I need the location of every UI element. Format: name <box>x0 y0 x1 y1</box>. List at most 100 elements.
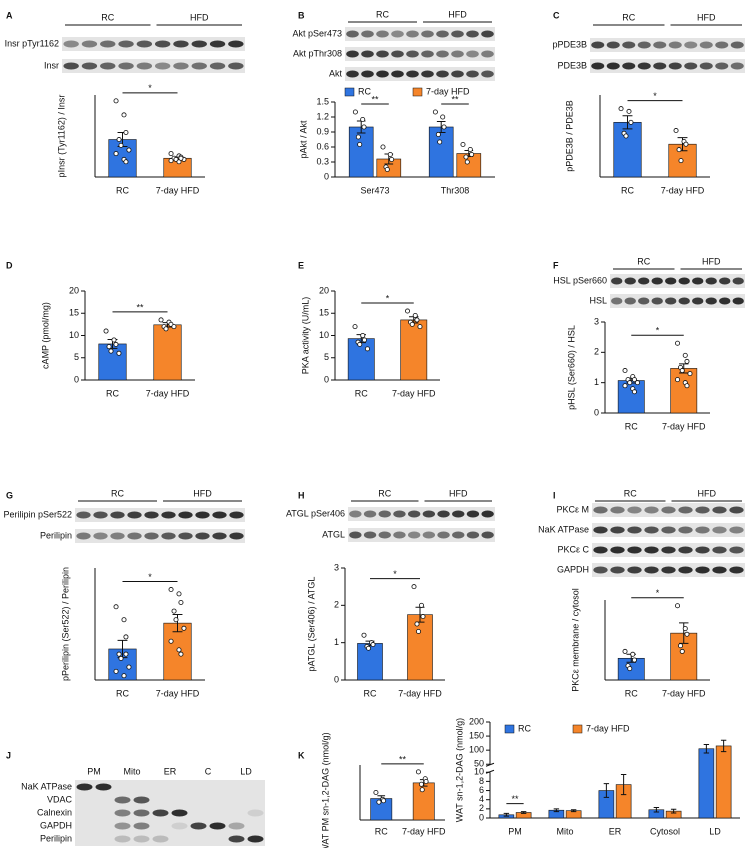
bar <box>670 368 698 414</box>
error-bar <box>503 812 510 817</box>
x-tick-label: RC <box>364 688 377 698</box>
blot-band <box>406 30 419 38</box>
blot-band <box>705 277 717 285</box>
data-point <box>418 781 424 787</box>
legend-swatch <box>344 87 355 97</box>
panel-letter: I <box>553 490 556 500</box>
x-tick-label: RC <box>106 388 119 398</box>
blot-row-label: PKCε M <box>556 504 589 514</box>
error-bar <box>653 806 660 813</box>
y-axis-label: pAkt / Akt <box>298 120 308 159</box>
blot-band <box>173 62 189 70</box>
significance-label: * <box>386 293 390 303</box>
blot-band <box>678 506 693 514</box>
error-bar <box>670 808 677 814</box>
blot-band <box>171 822 188 830</box>
blot-band <box>637 62 651 70</box>
blot-band <box>114 809 131 817</box>
blot-band <box>481 70 494 78</box>
data-point <box>409 321 415 327</box>
data-point <box>682 626 688 632</box>
blot-band <box>719 297 731 305</box>
data-point <box>415 769 421 775</box>
data-point <box>361 124 367 130</box>
blot-band <box>593 506 608 514</box>
y-tick-label: 0.6 <box>316 141 329 151</box>
data-point <box>384 166 390 172</box>
data-point <box>380 144 386 150</box>
blot-band <box>606 62 620 70</box>
blot-band <box>81 40 98 48</box>
legend-swatch <box>504 724 515 734</box>
blot-band <box>699 62 713 70</box>
data-point <box>467 146 473 152</box>
blot-row-label: HSL pSer660 <box>553 275 607 285</box>
blot-strip <box>75 832 265 846</box>
data-point <box>631 657 637 663</box>
blot-band <box>228 835 245 843</box>
blot-row-label: Akt <box>329 68 343 78</box>
blot-band <box>100 62 116 70</box>
blot-band <box>376 30 389 38</box>
bar <box>715 745 732 819</box>
data-point <box>464 159 470 165</box>
blot-band <box>363 531 377 539</box>
data-point <box>417 324 423 330</box>
blot-group-label: RC <box>637 256 650 266</box>
y-tick-label: 20 <box>319 285 329 295</box>
blot-band <box>114 796 131 804</box>
blot-band <box>638 297 650 305</box>
blot-band <box>611 297 623 305</box>
blot-group-label: HFD <box>697 12 716 22</box>
panel-letter: C <box>553 10 560 20</box>
blot-band <box>391 30 404 38</box>
blot-band <box>437 510 450 518</box>
blot-row-label: ATGL <box>322 529 345 539</box>
blot-band <box>407 531 421 539</box>
blot-band <box>393 531 406 539</box>
y-tick-label: 0 <box>74 374 79 384</box>
blot-group-label: RC <box>624 488 637 498</box>
blot-band <box>361 50 374 58</box>
data-point <box>126 664 132 670</box>
blot-fraction-label: PM <box>87 766 101 776</box>
blot-band <box>114 835 131 843</box>
blot-band <box>110 532 125 540</box>
data-point <box>357 141 363 147</box>
blot-row-label: Perilipin <box>40 530 72 540</box>
blot-band <box>678 526 693 534</box>
blot-band <box>606 41 620 49</box>
error-bar <box>703 744 710 754</box>
data-point <box>168 151 174 157</box>
error-bar <box>720 739 727 753</box>
blot-band <box>451 30 464 38</box>
blot-band <box>593 566 608 574</box>
panel-letter: G <box>6 490 13 500</box>
panel-letter: J <box>6 750 11 760</box>
legend-label: RC <box>518 723 531 733</box>
data-point <box>178 651 184 657</box>
data-point <box>679 648 685 654</box>
y-tick-label: 0 <box>324 374 329 384</box>
blot-band <box>136 62 153 70</box>
blot-band <box>712 546 727 554</box>
significance-label: ** <box>399 754 407 764</box>
significance-label: ** <box>511 794 519 804</box>
y-tick-label: 2 <box>594 347 599 357</box>
y-tick-label: 3 <box>334 562 339 572</box>
blot-band <box>114 822 131 830</box>
data-point <box>118 142 124 148</box>
blot-group-label: RC <box>111 488 124 498</box>
blot-band <box>76 511 91 519</box>
blot-band <box>349 531 362 539</box>
y-axis-label: pPerilipin (Ser522) / Perilipin <box>60 567 70 681</box>
blot-band <box>228 822 245 830</box>
y-tick-label: 0 <box>594 407 599 417</box>
data-point <box>121 673 127 679</box>
y-tick-label: 0 <box>479 812 484 822</box>
data-point <box>171 608 177 614</box>
blot-band <box>661 546 676 554</box>
blot-band <box>668 41 682 49</box>
data-point <box>389 156 395 162</box>
